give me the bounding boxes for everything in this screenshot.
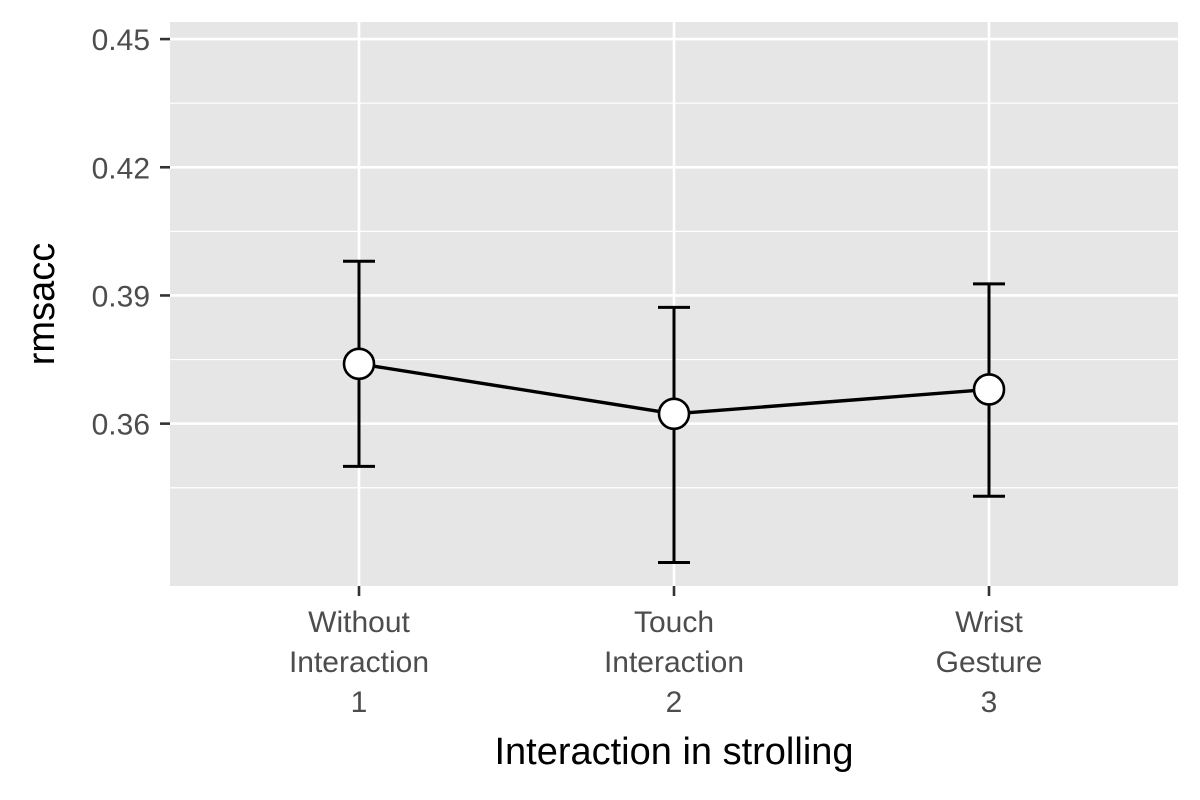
x-tick-label-line: Without xyxy=(308,606,410,639)
x-tick-label-line: Interaction xyxy=(289,646,429,679)
data-point xyxy=(657,397,691,431)
x-axis: Without Interaction 1 Touch Interaction 2 Wris… xyxy=(289,586,1042,719)
x-tick-label-line: Gesture xyxy=(936,646,1043,679)
x-tick-label-line: Touch xyxy=(634,606,714,639)
data-point xyxy=(342,347,376,381)
x-axis-title: Interaction in strolling xyxy=(494,731,853,773)
x-tick-label: Touch Interaction 2 xyxy=(604,606,744,719)
y-tick-label: 0.39 xyxy=(92,280,150,313)
y-tick-label: 0.42 xyxy=(92,152,150,185)
y-axis-title: rmsacc xyxy=(21,243,63,365)
x-tick-label: Wrist Gesture 3 xyxy=(936,606,1043,719)
data-point xyxy=(972,373,1006,406)
x-tick-label-line: Interaction xyxy=(604,646,744,679)
x-tick-label-line: 2 xyxy=(666,686,683,719)
y-axis: 0.36 0.39 0.42 0.45 xyxy=(92,24,170,442)
x-tick-label-line: 3 xyxy=(981,686,998,719)
data-marks xyxy=(342,259,1006,564)
x-tick-label: Without Interaction 1 xyxy=(289,606,429,719)
y-tick-label: 0.45 xyxy=(92,24,150,57)
x-tick-label-line: Wrist xyxy=(955,606,1023,639)
y-tick-label: 0.36 xyxy=(92,409,150,442)
x-tick-label-line: 1 xyxy=(351,686,368,719)
